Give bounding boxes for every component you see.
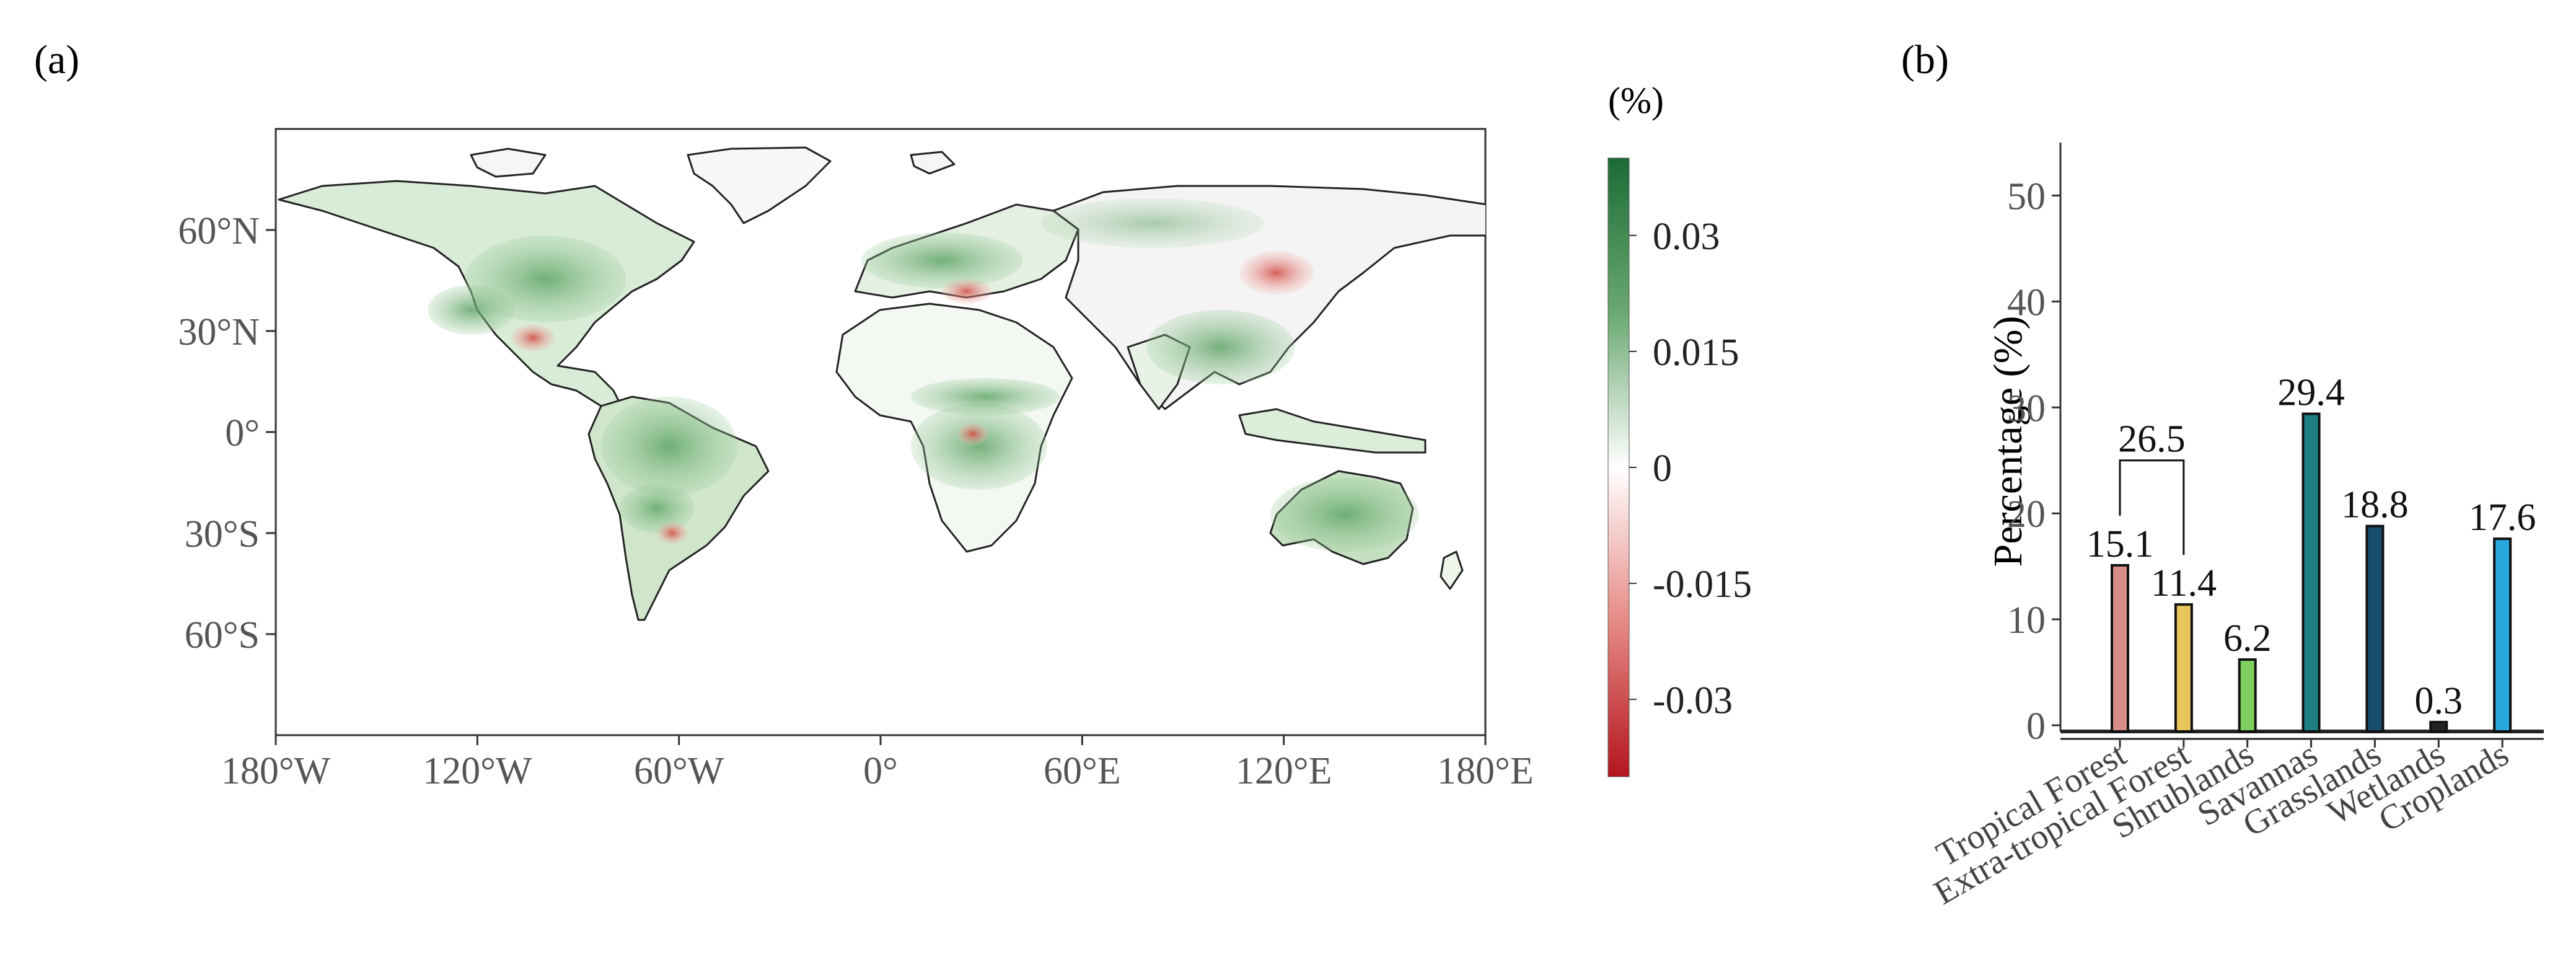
new-zealand <box>1440 550 1464 590</box>
colorbar-tick-label: 0.015 <box>1653 332 1739 374</box>
colorbar-tick-label: 0.03 <box>1653 216 1720 258</box>
bracket-line <box>2119 459 2185 555</box>
lon-tick-label: 60°W <box>634 750 724 792</box>
y-tick-label: 40 <box>2007 281 2046 324</box>
arctic-islands <box>470 148 547 178</box>
bar <box>2429 720 2448 733</box>
greenland <box>687 146 832 224</box>
panel-a: (a) <box>34 37 1752 792</box>
colorbar-ticks: 0.03 0.015 0 -0.015 -0.03 <box>1629 216 1752 722</box>
y-tick-label: 10 <box>2007 599 2046 642</box>
lon-tick-label: 180°W <box>221 750 331 792</box>
bar <box>2111 563 2129 733</box>
lon-tick-label: 120°W <box>423 750 532 792</box>
bracket-label: 26.5 <box>2118 418 2186 461</box>
lon-tick-label: 120°E <box>1236 750 1332 792</box>
longitude-axis: 180°W 120°W 60°W 0° 60°E 120°E 180°E <box>221 735 1534 792</box>
lat-tick-label: 30°S <box>185 513 260 555</box>
lat-tick-label: 0° <box>225 412 260 454</box>
panel-b: (b) Percentage (%) 0102030405015.1Tropic… <box>1901 37 2544 912</box>
y-tick-label: 30 <box>2007 387 2046 430</box>
bar <box>2365 524 2385 733</box>
indonesia <box>1238 408 1426 454</box>
colorbar-gradient <box>1607 157 1630 777</box>
bar-value-label: 17.6 <box>2469 497 2536 539</box>
lon-tick-label: 180°E <box>1437 750 1534 792</box>
colorbar-tick-label: -0.03 <box>1653 679 1733 722</box>
bar-value-label: 0.3 <box>2415 680 2463 722</box>
panel-b-label: (b) <box>1901 37 1949 82</box>
bar <box>2493 537 2512 733</box>
colorbar-unit: (%) <box>1608 80 1664 121</box>
latitude-axis: 60°N 30°N 0° 30°S 60°S <box>178 210 276 656</box>
bar <box>2238 658 2257 733</box>
bar-value-label: 11.4 <box>2151 562 2217 604</box>
y-tick-label: 50 <box>2007 175 2046 218</box>
lat-tick-label: 30°N <box>178 311 260 353</box>
map-anomaly-shading <box>428 198 1419 552</box>
bar-value-label: 15.1 <box>2086 523 2154 565</box>
bar <box>2174 603 2193 733</box>
colorbar: (%) 0.03 0.015 0 -0.015 -0.03 <box>1607 80 1752 777</box>
y-tick-label: 0 <box>2026 705 2046 748</box>
bar-value-label: 18.8 <box>2341 484 2409 526</box>
bar-value-label: 29.4 <box>2277 372 2345 414</box>
svalbard <box>910 151 956 175</box>
lon-tick-label: 0° <box>863 750 898 792</box>
lat-tick-label: 60°N <box>178 210 260 252</box>
y-axis-label: Percentage (%) <box>1985 316 2031 567</box>
lon-tick-label: 60°E <box>1044 750 1121 792</box>
lat-tick-label: 60°S <box>185 614 260 656</box>
bar-value-label: 6.2 <box>2223 617 2272 660</box>
y-tick-label: 20 <box>2007 493 2046 536</box>
panel-a-label: (a) <box>34 37 79 82</box>
bar <box>2301 412 2321 733</box>
colorbar-tick-label: 0 <box>1653 448 1672 490</box>
colorbar-tick-label: -0.015 <box>1653 563 1752 606</box>
